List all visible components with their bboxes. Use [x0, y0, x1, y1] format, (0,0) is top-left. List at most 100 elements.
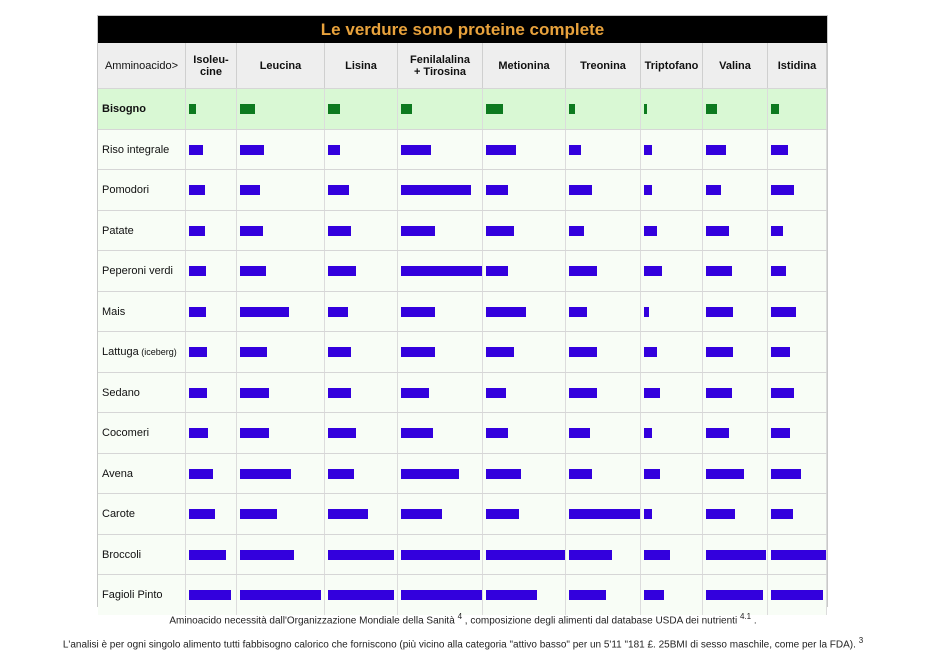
amino-bar — [401, 266, 482, 276]
row-label-cell: Carote — [98, 494, 186, 534]
header-cell: Isoleu- cine — [186, 43, 237, 88]
value-cell — [641, 575, 703, 615]
table-row: Cocomeri — [98, 412, 827, 453]
value-cell — [325, 453, 398, 494]
value-cell — [237, 251, 325, 291]
value-cell — [398, 210, 483, 251]
value-cell — [703, 332, 768, 372]
amino-bar — [189, 144, 203, 155]
amino-bar — [486, 347, 514, 357]
row-label: Avena — [98, 454, 133, 494]
amino-bar — [401, 509, 442, 519]
value-cell — [325, 210, 398, 251]
value-cell — [566, 89, 641, 129]
row-label-text: Sedano — [102, 386, 140, 399]
amino-bar — [486, 225, 514, 236]
row-label-cell: Mais — [98, 291, 186, 332]
value-cell — [641, 129, 703, 170]
value-cell — [566, 575, 641, 615]
value-cell — [237, 575, 325, 615]
value-cell — [325, 251, 398, 291]
value-cell — [703, 575, 768, 615]
amino-bar — [189, 387, 207, 398]
value-cell — [483, 494, 566, 534]
value-cell — [186, 170, 237, 210]
amino-bar — [771, 428, 790, 438]
value-cell — [186, 453, 237, 494]
row-label-text: Mais — [102, 305, 126, 318]
amino-bar — [189, 509, 215, 519]
row-label-cell: Broccoli — [98, 534, 186, 575]
table-row: Peperoni verdi — [98, 250, 827, 291]
table-header: Amminoacido> Isoleu- cine Leucina Lisina Fe… — [98, 43, 827, 88]
row-label-cell: Patate — [98, 210, 186, 251]
value-cell — [483, 534, 566, 575]
amino-bar — [189, 549, 226, 560]
requirement-bar — [486, 104, 503, 114]
value-cell — [483, 372, 566, 413]
amino-bar — [644, 225, 657, 236]
value-cell — [237, 413, 325, 453]
value-cell — [483, 129, 566, 170]
amino-bar — [401, 468, 459, 479]
amino-bar — [771, 144, 788, 155]
value-cell — [768, 372, 827, 413]
amino-bar — [486, 387, 506, 398]
amino-bar — [486, 428, 508, 438]
amino-bar — [328, 428, 356, 438]
row-label: Cocomeri — [98, 413, 149, 453]
amino-bar — [644, 347, 657, 357]
amino-bar — [328, 347, 351, 357]
value-cell — [641, 453, 703, 494]
amino-bar — [706, 549, 766, 560]
value-cell — [325, 575, 398, 615]
table-title: Le verdure sono proteine complete — [98, 16, 827, 43]
value-cell — [398, 291, 483, 332]
row-label-text: Cocomeri — [102, 427, 150, 439]
amino-bar — [771, 266, 786, 276]
amino-bar — [401, 590, 482, 600]
table-row: Broccoli — [98, 533, 827, 575]
row-label-note: (iceberg) — [138, 347, 177, 357]
amino-bar — [240, 509, 277, 519]
row-label-text: Peperoni verdi — [102, 265, 173, 277]
amino-bar — [401, 347, 435, 357]
header-cell: Triptofano — [641, 43, 703, 88]
amino-bar — [569, 225, 584, 236]
amino-bar — [706, 225, 729, 236]
amino-bar — [328, 266, 356, 276]
row-label-text: Avena — [102, 467, 133, 480]
caption-sources-text: Aminoacido necessità dall'Organizzazione… — [169, 615, 455, 627]
value-cell — [398, 251, 483, 291]
value-cell — [398, 413, 483, 453]
amino-bar — [771, 590, 823, 600]
value-cell — [768, 494, 827, 534]
value-cell — [641, 332, 703, 372]
amino-bar — [401, 225, 435, 236]
value-cell — [483, 89, 566, 129]
table-row: Sedano — [98, 371, 827, 413]
amino-bar — [771, 306, 796, 317]
value-cell — [703, 372, 768, 413]
amino-bar — [706, 387, 732, 398]
amino-bar — [328, 387, 351, 398]
amino-bar — [401, 144, 431, 155]
value-cell — [768, 413, 827, 453]
value-cell — [768, 534, 827, 575]
requirement-row: Bisogno — [98, 88, 827, 129]
amino-bar — [569, 428, 590, 438]
amino-bar — [644, 144, 652, 155]
row-label-cell: Pomodori — [98, 170, 186, 210]
value-cell — [237, 170, 325, 210]
row-label-cell: Bisogno — [98, 89, 186, 129]
requirement-bar — [569, 104, 575, 114]
value-cell — [641, 494, 703, 534]
amino-bar — [569, 306, 587, 317]
value-cell — [483, 413, 566, 453]
value-cell — [703, 413, 768, 453]
amino-bar — [486, 468, 521, 479]
row-label-text: Patate — [102, 224, 134, 237]
amino-bar — [644, 590, 664, 600]
value-cell — [566, 170, 641, 210]
table-row: Patate — [98, 209, 827, 251]
